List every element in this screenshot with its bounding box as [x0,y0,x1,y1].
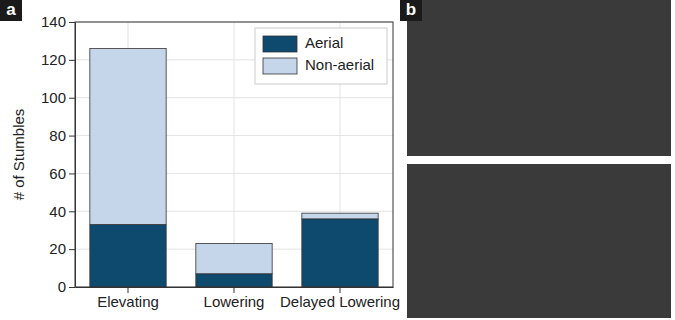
tick-mark [69,249,75,250]
bar [90,225,166,287]
tick-label: 140 [41,13,66,30]
legend-label: Aerial [305,34,343,51]
tick-label: 120 [41,51,66,68]
tick-label: 80 [49,127,66,144]
tick: 20 [49,240,75,257]
tick: 140 [41,13,75,30]
panel-label-box [400,0,422,21]
y-axis: 0 20 40 60 80 100 120 140 [41,13,76,295]
legend-entry: Non-aerial [263,56,374,74]
legend: Aerial Non-aerial [255,28,387,84]
tick-mark [69,98,75,99]
tick-mark [69,173,75,174]
panel-label-box [0,0,22,21]
tick: 60 [49,165,75,182]
tick: 0 [58,278,75,295]
bar [302,213,378,219]
axis-line [75,23,76,288]
photo-placeholder [407,164,671,318]
tick-mark [69,136,75,137]
panel-label: b [406,0,416,19]
series [90,219,378,287]
bar [196,274,272,287]
tick-label: Delayed Lowering [280,293,400,310]
tick-label: Lowering [204,293,265,310]
bar [196,243,272,273]
tick: Elevating [97,287,159,310]
plot: 0 20 40 60 80 100 120 140 Elevating Lowering Delay… [41,13,400,309]
axis-title: # of Stumbles [10,109,27,201]
tick-label: 100 [41,89,66,106]
tick-label: 60 [49,165,66,182]
legend-swatch [263,36,297,52]
tick-label: Elevating [97,293,159,310]
bar [302,219,378,287]
grid [75,22,393,287]
panel-label: a [6,0,16,19]
tick-mark [69,22,75,23]
x-axis: Elevating Lowering Delayed Lowering [76,287,401,310]
photo-placeholder [407,0,671,156]
tick-mark [69,60,75,61]
tick: Lowering [204,287,265,310]
legend-entry: Aerial [263,34,343,52]
tick: 80 [49,127,75,144]
figure: 0 20 40 60 80 100 120 140 Elevating Lowering Delay… [0,0,675,320]
tick: 100 [41,89,75,106]
tick-mark [69,287,75,288]
legend-swatch [263,58,297,74]
legend-label: Non-aerial [305,56,374,73]
plot-frame [75,22,393,287]
bar [90,49,166,225]
tick: Delayed Lowering [280,287,400,310]
legend-box [255,28,387,84]
tick-mark [69,211,75,212]
tick-label: 0 [58,278,66,295]
tick: 40 [49,203,75,220]
tick-label: 20 [49,240,66,257]
tick-label: 40 [49,203,66,220]
tick: 120 [41,51,75,68]
